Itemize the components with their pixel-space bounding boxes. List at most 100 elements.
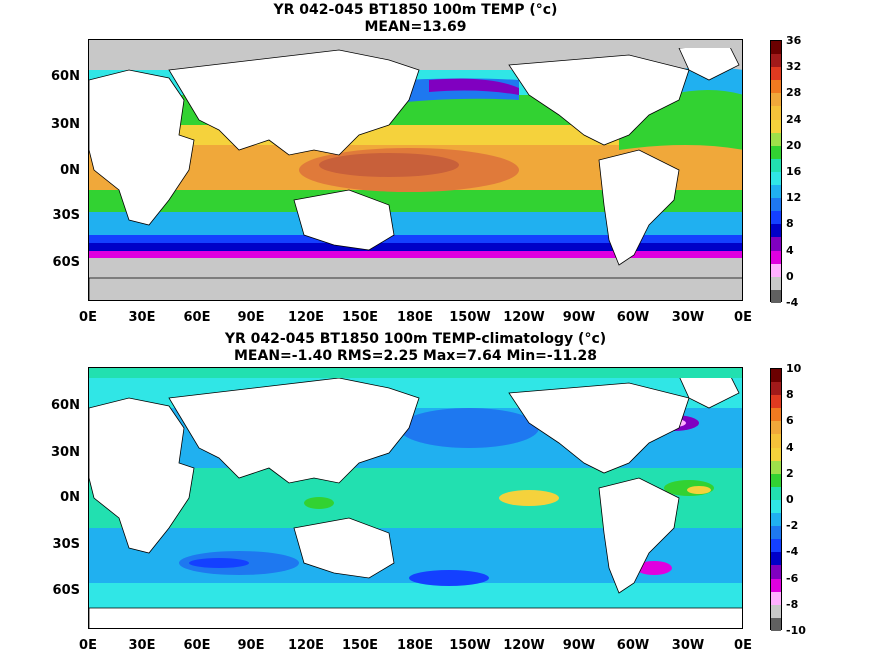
colorbar-tick-label: -10 [786,624,806,637]
panel2-map-svg [89,368,742,628]
colorbar-swatch [771,41,781,55]
panel2-lon-label: 0E [79,638,97,653]
colorbar-swatch [771,552,781,566]
colorbar-tick-label: -4 [786,296,799,309]
panel2-lon-label: 120W [503,638,545,653]
colorbar-swatch [771,289,781,303]
colorbar-tick-label: 28 [786,86,802,100]
panel2-title: YR 042-045 BT1850 100m TEMP-climatology … [224,331,607,347]
colorbar-swatch [771,80,781,94]
panel1-map [88,39,743,301]
colorbar-swatch [771,198,781,212]
colorbar-swatch [771,473,781,487]
colorbar-swatch [771,539,781,553]
colorbar-swatch [771,263,781,277]
colorbar-swatch [771,369,781,383]
panel2-lon-label: 180E [396,638,434,653]
colorbar-swatch [771,408,781,422]
panel1-lon-label: 90E [237,310,265,325]
panel2-lon-label: 0E [734,638,752,653]
colorbar-tick-label: 0 [786,493,794,506]
colorbar-tick-label: -8 [786,597,799,611]
colorbar-tick-label: 16 [786,165,802,178]
panel2-colorbar [770,368,782,631]
panel2-lat-0n: 0N [60,490,80,505]
colorbar-swatch [771,224,781,238]
colorbar-swatch [771,276,781,290]
colorbar-tick-label: 0 [786,269,794,283]
colorbar-swatch [771,54,781,68]
colorbar-swatch [771,486,781,500]
panel2-lat-60s: 60S [52,583,80,598]
colorbar-tick-label: 2 [786,466,794,480]
colorbar-swatch [771,93,781,107]
colorbar-tick-label: 32 [786,60,802,74]
colorbar-swatch [771,132,781,146]
panel2-stats: MEAN=-1.40 RMS=2.25 Max=7.64 Min=-11.28 [233,348,598,364]
colorbar-swatch [771,578,781,592]
panel1-lon-label: 150W [449,310,491,325]
colorbar-tick-label: 24 [786,112,802,126]
panel1-lat-0n: 0N [60,163,80,178]
colorbar-swatch [771,499,781,514]
panel1-map-svg [89,40,742,300]
panel1-lon-label: 120W [503,310,545,325]
colorbar-tick-label: 10 [786,362,802,375]
colorbar-swatch [771,460,781,474]
colorbar-swatch [771,106,781,120]
panel1-lon-label: 30W [671,310,705,325]
colorbar-swatch [771,119,781,133]
panel2-lat-60n: 60N [51,398,80,413]
panel2-lon-label: 90W [562,638,596,653]
panel1-lon-label: 180E [396,310,434,325]
panel1-lon-label: 60W [616,310,650,325]
panel1-lon-label: 0E [734,310,752,325]
panel1-lat-60n: 60N [51,69,80,84]
colorbar-tick-label: -2 [786,519,799,533]
colorbar-tick-label: 8 [786,217,794,231]
panel2-lon-label: 30W [671,638,705,653]
colorbar-swatch [771,171,781,186]
panel1-title: YR 042-045 BT1850 100m TEMP (°c) [273,2,558,18]
colorbar-swatch [771,250,781,264]
colorbar-swatch [771,185,781,199]
colorbar-tick-label: 12 [786,191,802,205]
colorbar-swatch [771,421,781,435]
colorbar-tick-label: 20 [786,138,802,152]
colorbar-swatch [771,526,781,540]
panel2-lon-label: 120E [287,638,325,653]
panel1-lat-30n: 30N [51,117,80,132]
panel1-lon-label: 60E [183,310,211,325]
colorbar-tick-label: 4 [786,440,794,454]
colorbar-swatch [771,237,781,251]
panel2-lon-label: 150E [341,638,379,653]
panel2-map [88,367,743,629]
colorbar-swatch [771,158,781,172]
colorbar-tick-label: 4 [786,243,794,257]
colorbar-swatch [771,382,781,396]
colorbar-tick-label: 36 [786,34,802,47]
colorbar-swatch [771,434,781,448]
panel1-lon-label: 0E [79,310,97,325]
colorbar-swatch [771,617,781,631]
panel1-lat-30s: 30S [52,208,80,223]
panel1-lon-label: 120E [287,310,325,325]
colorbar-swatch [771,591,781,605]
panel2-lon-label: 150W [449,638,491,653]
panel1-stats: MEAN=13.69 [364,19,467,35]
colorbar-tick-label: -4 [786,545,799,559]
panel1-lon-label: 90W [562,310,596,325]
colorbar-swatch [771,395,781,409]
panel1-lat-60s: 60S [52,255,80,270]
colorbar-swatch [771,513,781,527]
panel1-colorbar [770,40,782,303]
colorbar-swatch [771,211,781,225]
panel2-lat-30n: 30N [51,445,80,460]
panel1-lon-label: 30E [128,310,156,325]
panel2-lon-label: 60W [616,638,650,653]
colorbar-tick-label: 8 [786,388,794,402]
panel2-lon-label: 90E [237,638,265,653]
panel2-lat-30s: 30S [52,537,80,552]
colorbar-swatch [771,447,781,461]
colorbar-tick-label: -6 [786,571,799,585]
